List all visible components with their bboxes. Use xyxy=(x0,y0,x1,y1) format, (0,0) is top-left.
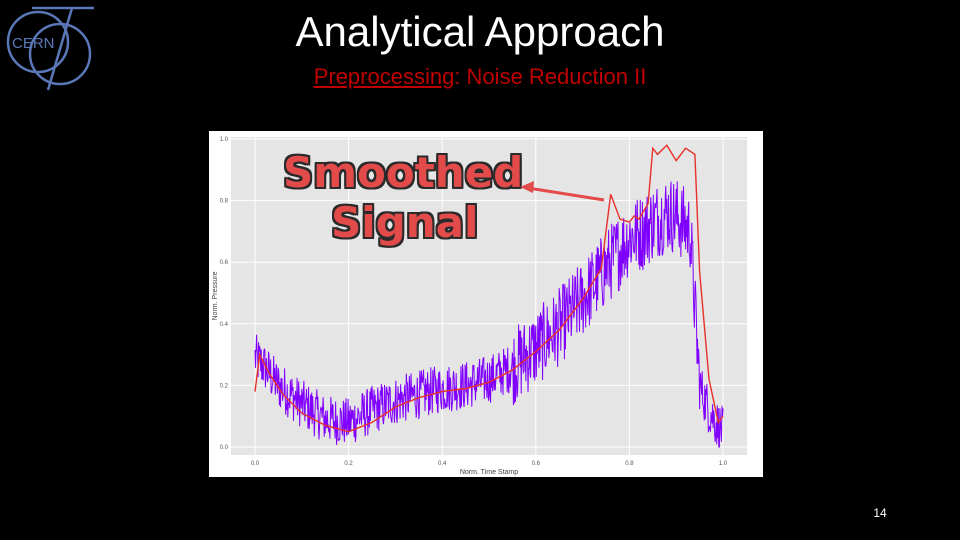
y-tick-label: 0.8 xyxy=(220,199,229,205)
y-tick-label: 1.0 xyxy=(220,137,229,143)
x-tick-label: 0.6 xyxy=(532,461,541,467)
y-tick-label: 0.0 xyxy=(220,445,229,451)
subtitle-rest: : Noise Reduction II xyxy=(454,64,647,89)
y-tick-label: 0.6 xyxy=(220,260,229,266)
x-tick-label: 0.4 xyxy=(438,461,447,467)
y-tick-label: 0.2 xyxy=(220,383,229,389)
page-number: 14 xyxy=(873,506,887,520)
subtitle-underlined: Preprocessing xyxy=(313,64,455,89)
slide-subtitle: Preprocessing: Noise Reduction II xyxy=(0,62,960,92)
x-tick-label: 0.2 xyxy=(344,461,353,467)
x-tick-label: 0.0 xyxy=(251,461,260,467)
callout-line-2: Signal xyxy=(331,198,479,247)
smoothed-signal-line xyxy=(254,144,724,433)
chart-svg: 0.0 0.2 0.4 0.6 0.8 1.0 0.0 0.2 0.4 0.6 0.8 1.0 Norm… xyxy=(212,137,747,476)
x-tick-label: 1.0 xyxy=(719,461,728,467)
y-tick-label: 0.4 xyxy=(220,322,229,328)
callout-line-1: Smoothed xyxy=(283,148,524,197)
raw-signal-line xyxy=(254,181,724,448)
chart-image: 0.0 0.2 0.4 0.6 0.8 1.0 0.0 0.2 0.4 0.6 0.8 1.0 Norm… xyxy=(209,131,763,477)
cern-logo-text: CERN xyxy=(12,35,55,52)
slide-title: Analytical Approach xyxy=(295,8,665,55)
x-axis-label: Norm. Time Stamp xyxy=(460,469,518,476)
smoothed-signal-callout: Smoothed Signal xyxy=(283,148,523,248)
x-tick-label: 0.8 xyxy=(625,461,634,467)
cern-logo: CERN xyxy=(6,6,94,91)
y-axis-label: Norm. Pressure xyxy=(212,271,219,320)
